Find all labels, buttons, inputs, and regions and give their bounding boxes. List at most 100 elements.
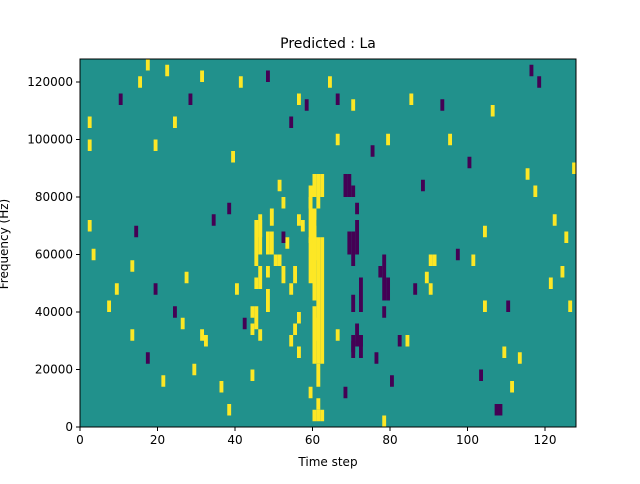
x-tick-label: 80 [382,433,397,447]
heatmap-cell-high [548,277,553,289]
heatmap-cell-high [428,254,433,266]
heatmap-cell-high [107,300,112,312]
heatmap-cell-low [370,145,375,157]
heatmap-cell-low [382,254,387,301]
y-tick-label: 0 [65,420,73,434]
heatmap-cell-high [161,375,166,387]
heatmap-cell-low [351,231,356,266]
heatmap-cell-high [300,220,305,232]
heatmap-cell-high [231,151,236,163]
heatmap-cell-high [254,277,259,289]
heatmap-cell-high [153,139,158,151]
heatmap-cell-high [235,283,239,295]
heatmap-cell-high [87,139,92,151]
heatmap-cell-high [533,185,538,197]
heatmap-cell-low [382,306,387,318]
y-tick-label: 60000 [35,248,73,262]
heatmap-cell-low [479,369,484,381]
heatmap-cell-high [130,260,135,272]
heatmap-cell-high [266,231,270,255]
heatmap-cell-low [529,64,534,77]
heatmap-cell-high [87,220,92,232]
heatmap-cell-low [351,185,356,197]
heatmap-cell-high [297,214,301,226]
y-tick-label: 120000 [27,75,73,89]
heatmap-cell-high [483,300,487,312]
heatmap-cell-high [227,404,232,416]
heatmap-cell-high [200,70,205,82]
heatmap-cell-high [297,93,301,105]
heatmap-cell-low [359,277,363,312]
heatmap-cell-low [506,300,511,312]
y-tick-label: 80000 [35,190,73,204]
heatmap-cell-low [343,174,348,197]
heatmap-cell-low [498,404,503,416]
heatmap-cell-high [572,162,577,174]
heatmap-cell-high [266,300,270,312]
heatmap-cell-high [552,214,557,226]
heatmap-cell-high [312,409,317,422]
x-tick-label: 100 [456,433,479,447]
heatmap-cell-high [184,271,189,284]
y-tick-label: 40000 [35,305,73,319]
heatmap-cell-high [316,398,321,410]
heatmap-cell-low [173,306,177,318]
heatmap-cell-low [281,231,286,243]
heatmap-cell-high [351,99,356,111]
heatmap-cell-high [308,386,313,399]
heatmap-background [80,59,576,427]
heatmap-cell-high [568,300,573,312]
heatmap-cell-low [134,225,139,238]
heatmap-cell-low [304,99,309,111]
heatmap-cell-low [537,76,542,88]
heatmap-cell-high [91,248,96,261]
heatmap-cell-high [432,254,437,266]
heatmap-cell-high [424,271,429,284]
y-axis-label: Frequency (Hz) [0,199,11,290]
heatmap-cell-low [335,93,340,105]
heatmap-cell-high [192,363,197,376]
heatmap-cell-high [564,231,569,243]
heatmap-cell-high [448,133,453,146]
heatmap-cell-high [517,352,522,364]
heatmap-cell-high [312,208,317,220]
heatmap-cell-low [242,317,247,330]
heatmap-cell-high [269,231,274,255]
heatmap-cell-low [440,99,445,111]
heatmap-cell-high [289,283,294,295]
heatmap-cell-high [281,266,286,284]
heatmap-cell-low [351,294,356,312]
heatmap-cell-low [467,156,472,169]
heatmap-cell-low [421,179,425,192]
heatmap-cell-high [250,323,255,335]
chart-title: Predicted : La [280,36,376,52]
heatmap-cell-high [273,254,278,266]
heatmap-cell-high [250,369,255,381]
heatmap-cell-high [312,225,317,261]
heatmap-cell-high [204,335,208,347]
heatmap-cell-high [114,283,119,295]
heatmap-cell-high [308,237,313,284]
heatmap-cell-high [316,409,321,422]
heatmap-cell-high [525,168,530,180]
heatmap-cell-low [266,70,270,82]
heatmap-cell-high [560,266,565,278]
heatmap-cell-low [413,283,418,295]
heatmap-cell-low [355,202,360,215]
heatmap-cell-low [378,266,383,278]
heatmap-cell-high [238,76,243,88]
heatmap-cell-high [316,174,321,209]
heatmap-cell-high [173,116,177,128]
heatmap-cell-high [285,237,290,249]
heatmap-cell-high [382,415,387,427]
heatmap-cell-low [289,116,294,128]
x-tick-label: 0 [76,433,84,447]
heatmap-cell-high [316,237,321,364]
heatmap-cell-high [312,306,317,341]
heatmap-cell-low [153,283,158,295]
heatmap-cell-low [359,335,363,358]
x-tick-label: 20 [150,433,165,447]
heatmap-cell-high [483,225,487,238]
